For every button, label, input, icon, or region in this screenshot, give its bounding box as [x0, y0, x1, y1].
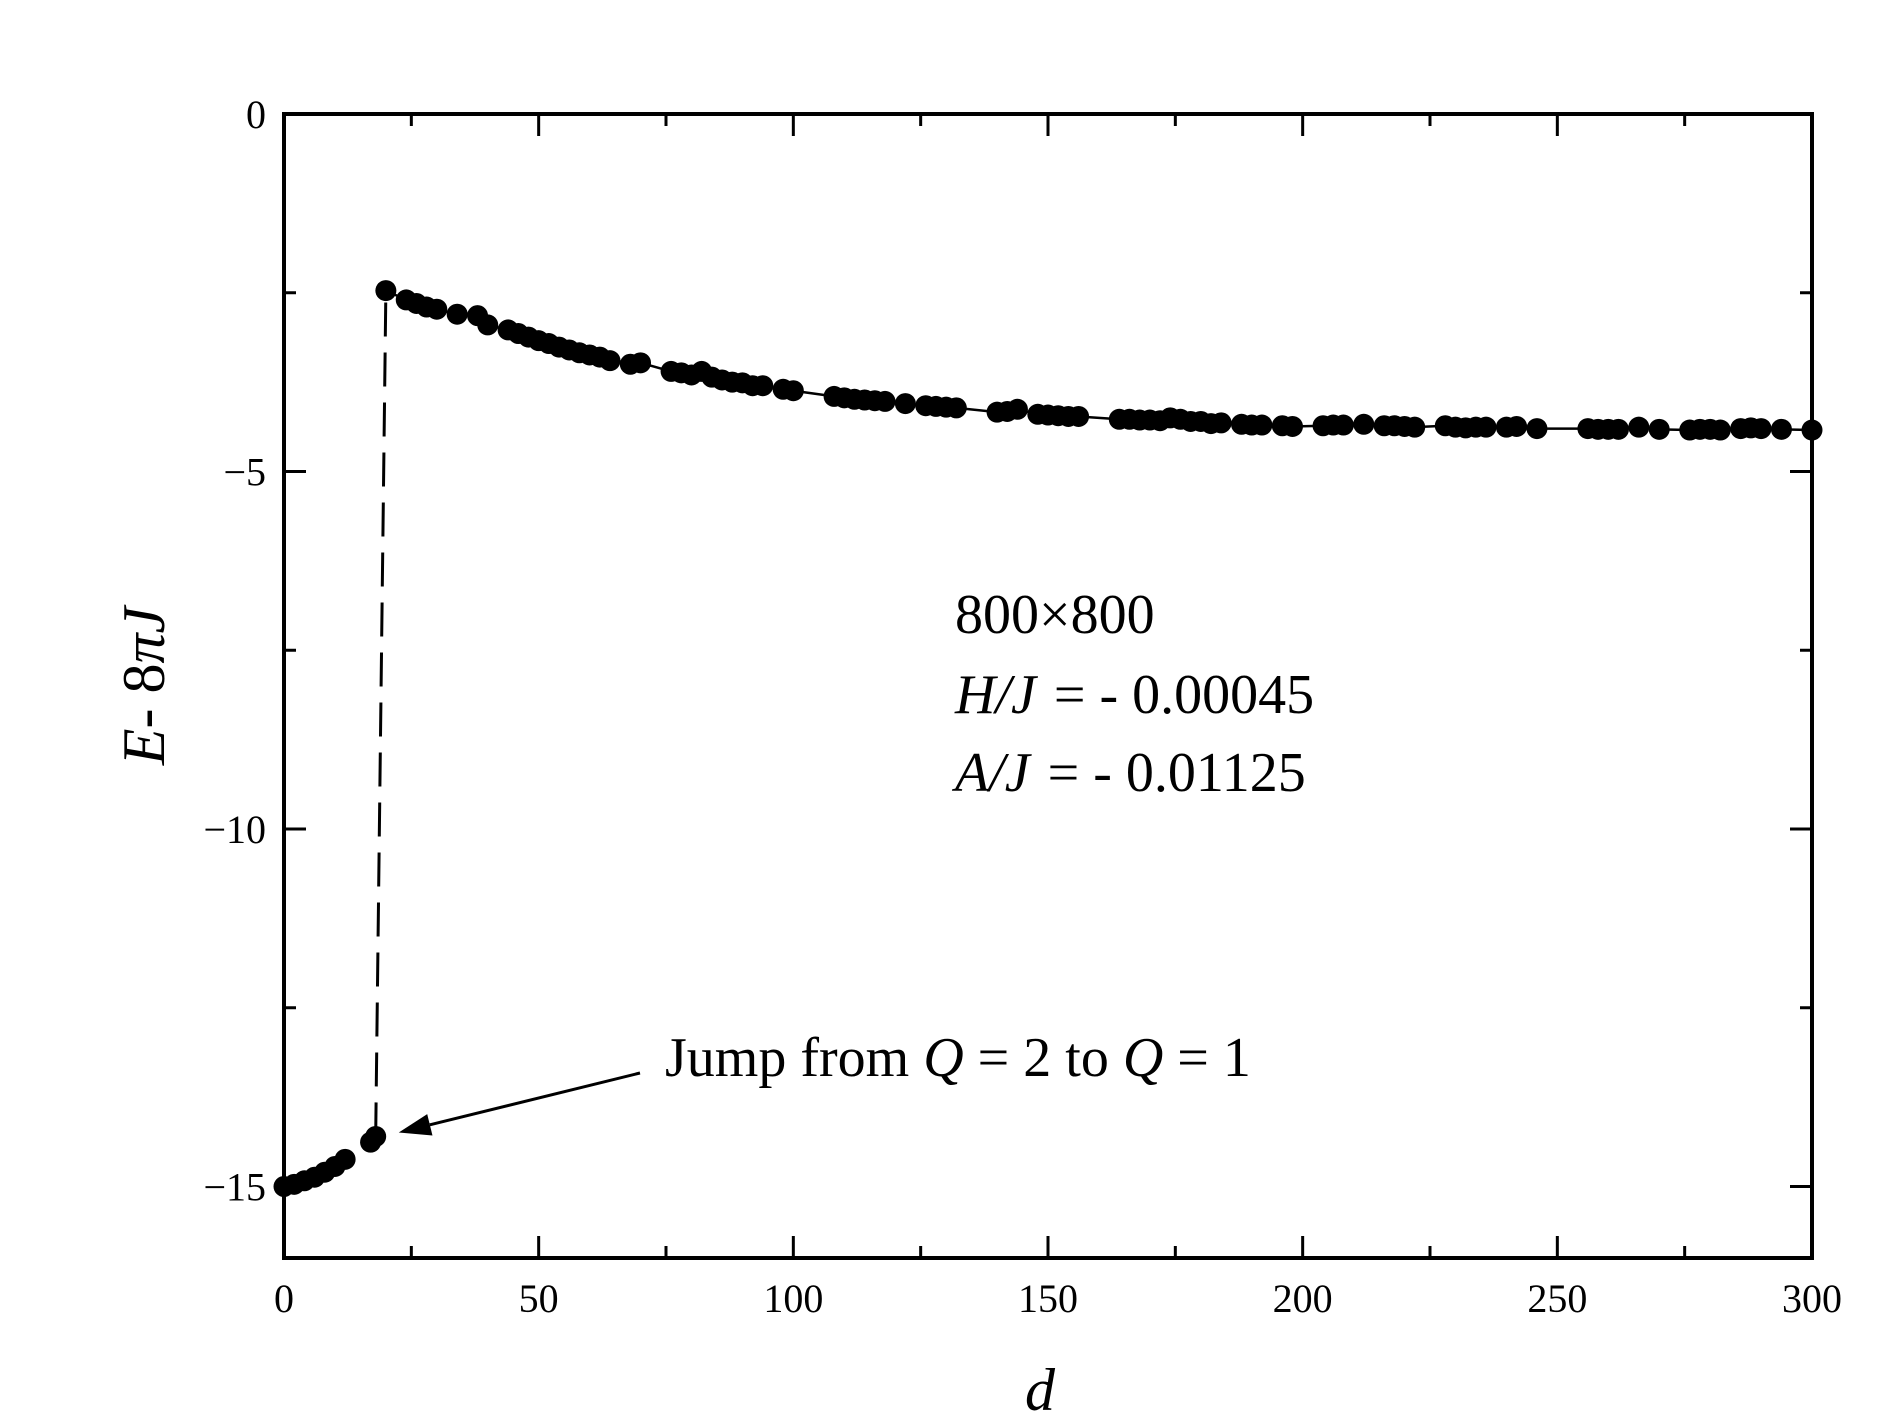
y-axis-title: E- 8πJ: [111, 604, 177, 766]
tick-labels: 0 50 100 150 200 250 300 0 −5 −10 −15: [203, 92, 1842, 1321]
annotation-a-value: = - 0.01125: [1048, 742, 1306, 804]
x-tick-label: 300: [1782, 1276, 1842, 1321]
data-point: [1709, 419, 1731, 441]
y-axis-title-mid: - 8: [111, 664, 177, 729]
annotation-h-label: H/J: [954, 664, 1039, 726]
data-point: [1251, 414, 1273, 436]
x-tick-label: 150: [1018, 1276, 1078, 1321]
annotation-jump: Jump from Q = 2 to Q = 1: [665, 1027, 1251, 1089]
data-point: [1404, 416, 1426, 438]
x-tick-label: 100: [763, 1276, 823, 1321]
annotation-h: H/J = - 0.00045: [954, 664, 1314, 726]
data-point: [894, 393, 916, 415]
x-tick-label: 250: [1527, 1276, 1587, 1321]
annotation-jump-text: Jump from: [665, 1027, 909, 1089]
data-point: [446, 303, 468, 325]
annotation-jump-q2: Q: [1123, 1027, 1163, 1089]
data-point: [874, 390, 896, 412]
y-tick-label: −15: [203, 1165, 266, 1210]
data-point: [630, 352, 652, 374]
data-point: [1526, 418, 1548, 440]
data-point: [1607, 418, 1629, 440]
jump-dashed-line: [374, 290, 388, 1137]
jump-arrow-head: [398, 1114, 433, 1136]
data-point: [334, 1148, 356, 1170]
data-point: [1353, 413, 1375, 435]
data-point: [365, 1125, 387, 1147]
x-tick-label: 0: [274, 1276, 294, 1321]
data-point: [1006, 398, 1028, 420]
data-point: [1332, 414, 1354, 436]
data-point: [1281, 415, 1303, 437]
data-point: [1750, 418, 1772, 440]
annotation-jump-end: = 1: [1177, 1027, 1251, 1089]
data-point: [1628, 416, 1650, 438]
x-axis-title: d: [1025, 1357, 1056, 1417]
data-point: [477, 314, 499, 336]
data-point: [1210, 412, 1232, 434]
annotation-jump-q1: Q: [923, 1027, 963, 1089]
annotation-a: A/J = - 0.01125: [951, 742, 1306, 804]
data-point: [375, 280, 397, 302]
data-point: [1770, 418, 1792, 440]
data-point: [782, 380, 804, 402]
annotation-jump-mid: = 2 to: [978, 1027, 1109, 1089]
y-axis-title-e: E: [111, 729, 177, 767]
data-point: [1506, 415, 1528, 437]
data-point: [945, 397, 967, 419]
y-axis-title-pij: πJ: [111, 604, 177, 663]
y-tick-label: −10: [203, 807, 266, 852]
data-point: [1475, 416, 1497, 438]
annotation-size: 800×800: [955, 584, 1155, 646]
jump-arrow-line: [429, 1071, 641, 1127]
x-tick-label: 50: [519, 1276, 559, 1321]
data-point: [752, 375, 774, 397]
markers: [273, 280, 1823, 1197]
data-point: [426, 298, 448, 320]
ticks: [282, 112, 1814, 1258]
data-point: [1068, 405, 1090, 427]
annotation-a-label: A/J: [951, 742, 1033, 804]
data-point: [1648, 418, 1670, 440]
y-tick-label: 0: [246, 92, 266, 137]
y-tick-label: −5: [223, 450, 266, 495]
x-tick-label: 200: [1273, 1276, 1333, 1321]
data-point: [599, 350, 621, 372]
annotation-h-value: = - 0.00045: [1054, 664, 1314, 726]
data-point: [1801, 419, 1823, 441]
